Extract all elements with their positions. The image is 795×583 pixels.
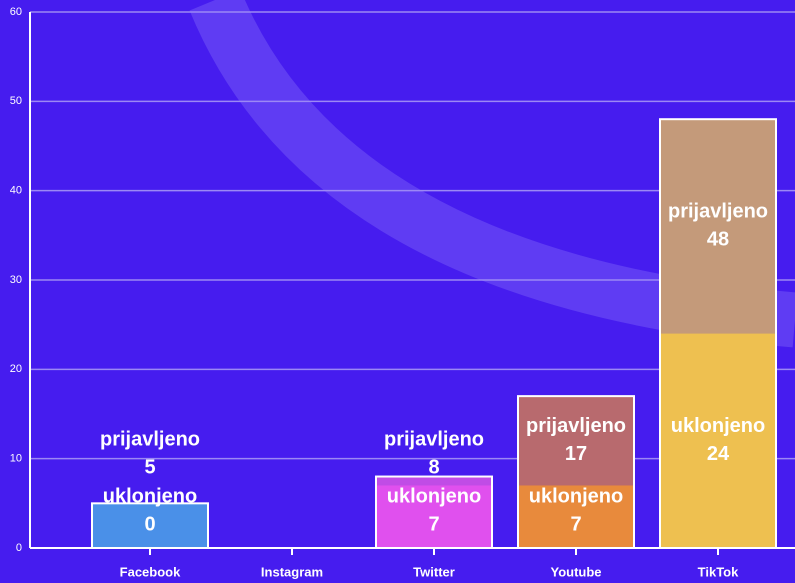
series-label: uklonjeno [529,485,623,507]
y-tick-label: 10 [10,453,22,465]
series-label: uklonjeno [671,415,765,437]
value-label: 48 [707,229,729,251]
series-label: prijavljeno [100,428,200,450]
x-tick-label: Instagram [261,564,323,579]
value-label: 7 [428,513,439,535]
value-label: 8 [428,456,439,478]
value-label: 24 [707,443,730,465]
value-label: 17 [565,443,587,465]
x-tick-label: Facebook [120,564,181,579]
x-tick-label: Twitter [413,564,455,579]
value-label: 0 [144,513,155,535]
y-tick-label: 40 [10,185,22,197]
y-tick-label: 60 [10,6,22,18]
bar-removed [519,485,633,548]
y-tick-label: 50 [10,95,22,107]
y-tick-label: 20 [10,363,22,375]
value-label: 7 [570,513,581,535]
x-tick-label: Youtube [550,564,601,579]
series-label: uklonjeno [103,485,197,507]
x-tick-label: TikTok [698,564,739,579]
series-label: prijavljeno [384,428,484,450]
bar-removed [661,333,775,548]
y-tick-label: 0 [16,542,22,554]
bar-removed [377,485,491,548]
series-label: prijavljeno [668,201,768,223]
series-label: uklonjeno [387,485,481,507]
value-label: 5 [144,456,155,478]
y-tick-label: 30 [10,274,22,286]
series-label: prijavljeno [526,415,626,437]
